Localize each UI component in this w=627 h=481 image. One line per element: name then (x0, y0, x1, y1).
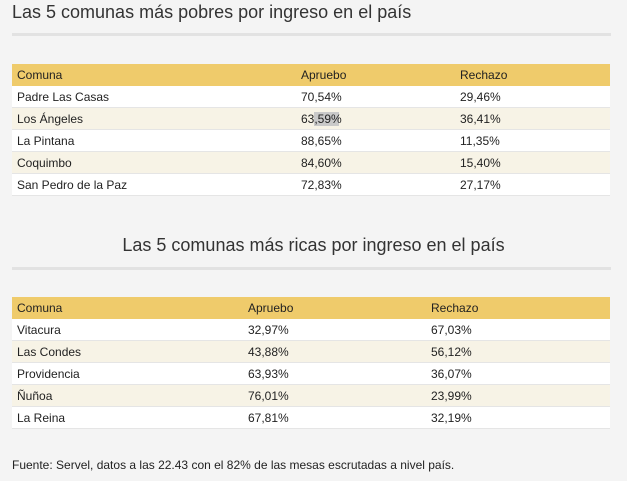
cell-apruebo: 84,60% (296, 151, 455, 174)
cell-apruebo: 43,88% (243, 340, 426, 363)
cell-rechazo: 32,19% (426, 406, 610, 429)
rich-table-title: Las 5 comunas más ricas por ingreso en e… (122, 235, 505, 255)
cell-comuna: Coquimbo (12, 151, 296, 174)
table-row: Las Condes 43,88% 56,12% (12, 340, 610, 363)
table-row: Vitacura 32,97% 67,03% (12, 319, 610, 341)
table-row: La Reina 67,81% 32,19% (12, 406, 610, 429)
cell-comuna: La Reina (12, 406, 243, 429)
table-header-row: Comuna Apruebo Rechazo (12, 297, 610, 319)
cell-apruebo: 76,01% (243, 384, 426, 407)
cell-comuna: Las Condes (12, 340, 243, 363)
cell-rechazo: 11,35% (455, 129, 610, 152)
cell-rechazo: 36,07% (426, 362, 610, 385)
table-row: Providencia 63,93% 36,07% (12, 362, 610, 385)
table-row: San Pedro de la Paz 72,83% 27,17% (12, 173, 610, 196)
cell-apruebo: 70,54% (296, 86, 455, 108)
cell-apruebo: 88,65% (296, 129, 455, 152)
poor-communes-table: Comuna Apruebo Rechazo Padre Las Casas 7… (12, 64, 610, 196)
source-footnote: Fuente: Servel, datos a las 22.43 con el… (12, 458, 455, 472)
column-header-rechazo: Rechazo (426, 297, 610, 319)
cell-rechazo: 36,41% (455, 107, 610, 130)
cell-rechazo: 29,46% (455, 86, 610, 108)
column-header-rechazo: Rechazo (455, 64, 610, 86)
cell-apruebo: 63,93% (243, 362, 426, 385)
cell-rechazo: 67,03% (426, 319, 610, 341)
table-header-row: Comuna Apruebo Rechazo (12, 64, 610, 86)
column-header-comuna: Comuna (12, 64, 296, 86)
cell-apruebo-value: 63,59% (301, 111, 342, 126)
table-row: Ñuñoa 76,01% 23,99% (12, 384, 610, 407)
cell-comuna: Los Ángeles (12, 107, 296, 130)
cell-comuna: Ñuñoa (12, 384, 243, 407)
column-header-comuna: Comuna (12, 297, 243, 319)
title-divider (12, 33, 611, 36)
cell-rechazo: 15,40% (455, 151, 610, 174)
table-row: Padre Las Casas 70,54% 29,46% (12, 86, 610, 108)
column-header-apruebo: Apruebo (243, 297, 426, 319)
cell-apruebo: 67,81% (243, 406, 426, 429)
cell-rechazo: 23,99% (426, 384, 610, 407)
cell-comuna: Vitacura (12, 319, 243, 341)
cell-rechazo: 27,17% (455, 173, 610, 196)
rich-communes-table: Comuna Apruebo Rechazo Vitacura 32,97% 6… (12, 297, 610, 429)
column-header-apruebo: Apruebo (296, 64, 455, 86)
cell-comuna: La Pintana (12, 129, 296, 152)
table-row: Los Ángeles 63,59% 36,41% (12, 107, 610, 130)
table-row: Coquimbo 84,60% 15,40% (12, 151, 610, 174)
table-row: La Pintana 88,65% 11,35% (12, 129, 610, 152)
cell-comuna: Providencia (12, 362, 243, 385)
cell-apruebo: 63,59% (296, 107, 455, 130)
cell-comuna: Padre Las Casas (12, 86, 296, 108)
cell-apruebo: 32,97% (243, 319, 426, 341)
title-divider (12, 267, 611, 270)
cell-apruebo: 72,83% (296, 173, 455, 196)
cell-rechazo: 56,12% (426, 340, 610, 363)
poor-table-title: Las 5 comunas más pobres por ingreso en … (12, 2, 412, 22)
cell-comuna: San Pedro de la Paz (12, 173, 296, 196)
